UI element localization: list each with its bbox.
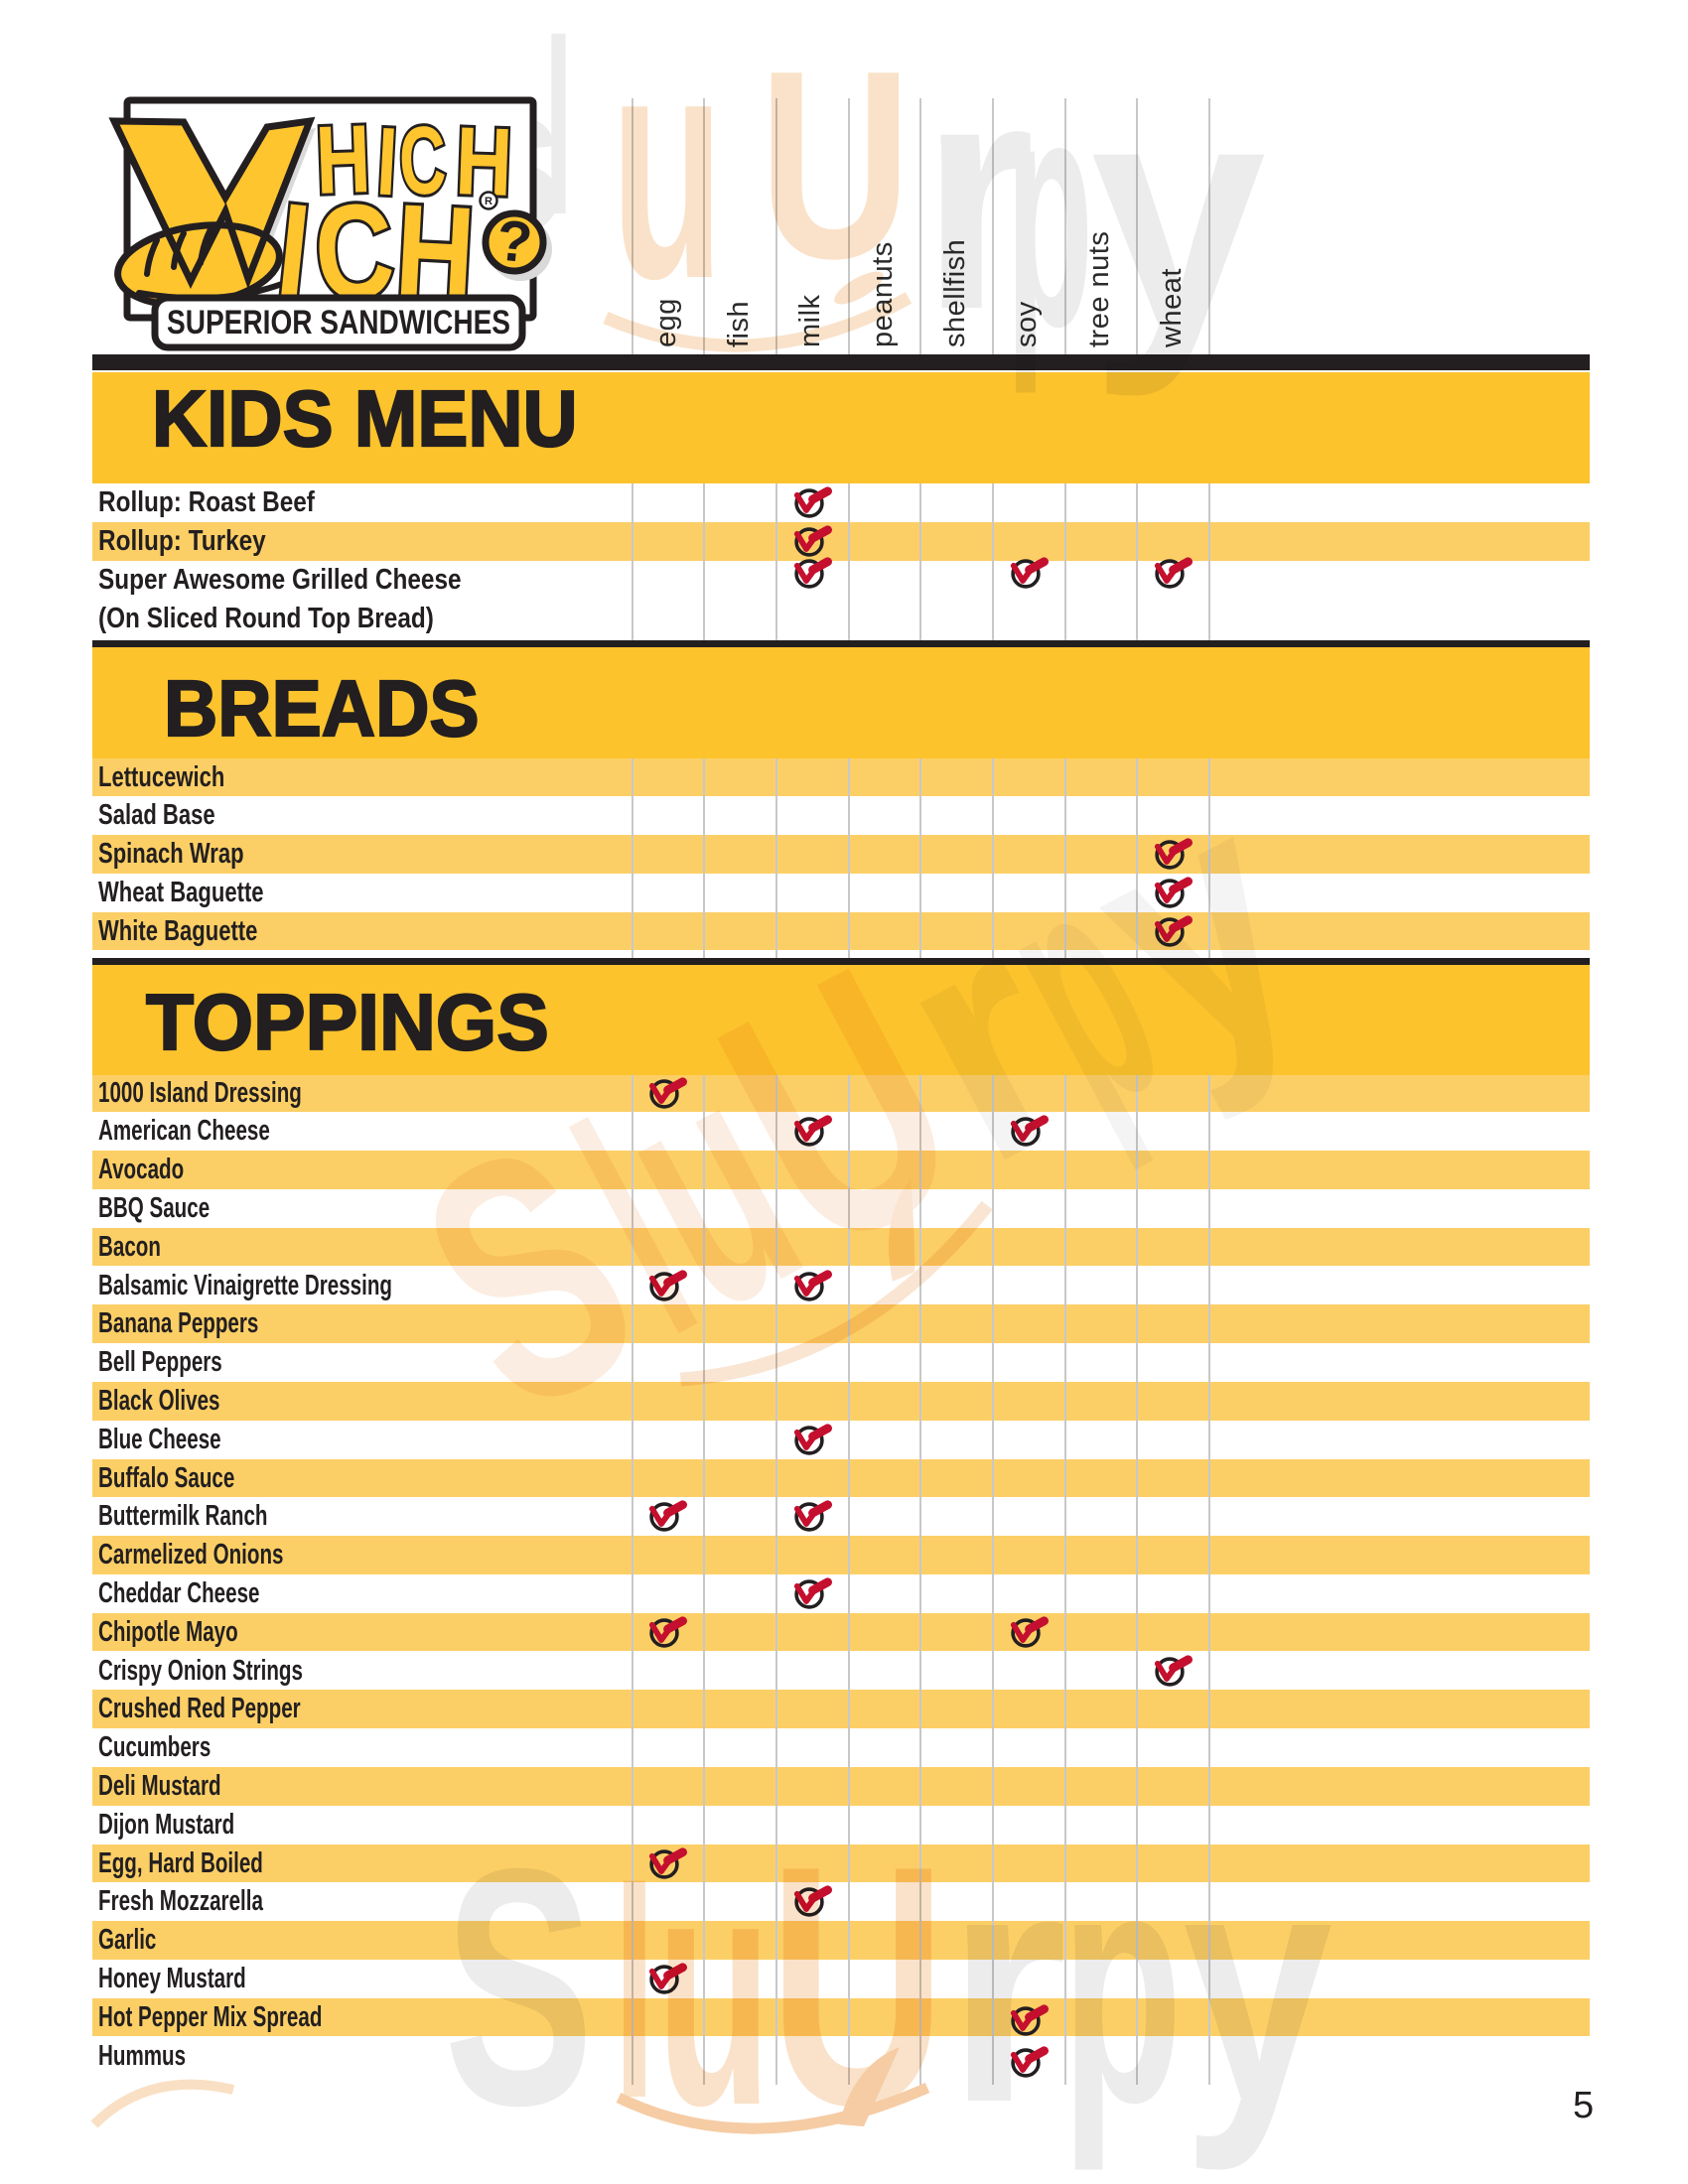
svg-text:p: p xyxy=(1061,1800,1183,2173)
svg-text:SUPERIOR SANDWICHES: SUPERIOR SANDWICHES xyxy=(167,304,510,341)
svg-text:u: u xyxy=(656,1805,772,2174)
svg-text:r: r xyxy=(946,1800,1067,2171)
svg-text:?: ? xyxy=(493,207,535,275)
svg-text:C: C xyxy=(397,105,448,215)
svg-text:y: y xyxy=(1183,1800,1335,2173)
svg-text:S: S xyxy=(444,1799,594,2176)
svg-text:R: R xyxy=(485,196,492,207)
svg-text:H: H xyxy=(314,104,372,214)
svg-text:r: r xyxy=(921,11,1035,377)
svg-text:p: p xyxy=(1006,28,1093,396)
svg-text:U: U xyxy=(759,16,912,315)
svg-text:y: y xyxy=(1090,31,1268,399)
svg-text:l: l xyxy=(544,0,573,266)
svg-text:u: u xyxy=(611,0,724,345)
